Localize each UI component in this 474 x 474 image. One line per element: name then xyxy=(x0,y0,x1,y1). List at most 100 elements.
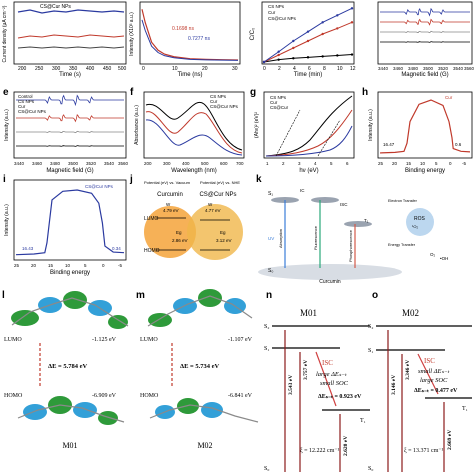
panel-i-annotation: 16.43 xyxy=(22,246,34,251)
panel-e-xtick: 3500 xyxy=(68,161,79,166)
panel-d-xtick: 3480 xyxy=(408,66,419,71)
panel-c-point xyxy=(321,21,324,24)
panel-h-xtick: -5 xyxy=(462,161,466,166)
panel-a-xlabel: Time (s) xyxy=(59,72,81,78)
panel-j-header-left: Potential (eV) vs. Vacuum xyxy=(144,180,191,185)
panel-n-xi: ξ = 12.222 cm⁻¹ xyxy=(300,448,340,454)
panel-c-point xyxy=(336,14,339,17)
panel-c-point xyxy=(262,60,266,64)
panel-o-title: M02 xyxy=(402,308,419,318)
panel-j-eg: Eg xyxy=(220,230,226,235)
panel-c-point xyxy=(277,53,280,57)
panel-j-w2: 4.77 eV xyxy=(205,208,221,213)
panel-e-xtick: 3460 xyxy=(32,161,43,166)
panel-j-header-right: Potential (eV) vs. NHE xyxy=(200,180,240,185)
panel-a-legend: CS@Cur NPs xyxy=(40,4,71,10)
panel-e-xtick: 3540 xyxy=(104,161,115,166)
panel-c-xlabel: Time (min) xyxy=(294,72,322,78)
panel-c-point xyxy=(292,46,295,50)
panel-m-lumo-label: LUMO xyxy=(140,337,158,343)
h-curve xyxy=(379,99,471,154)
panel-e-xtick: 3520 xyxy=(86,161,97,166)
panel-o-isc: ISC xyxy=(424,357,435,365)
panel-m-letter: m xyxy=(136,290,145,301)
panel-l-lumo-energy: -1.125 eV xyxy=(92,337,117,343)
panel-d-xtick: 3440 xyxy=(378,66,389,71)
panel-i-xtick: 5 xyxy=(84,263,87,268)
panel-g-xtick: 4 xyxy=(314,161,317,166)
panel-j-w1: 4.79 eV xyxy=(163,208,179,213)
panel-d-xtick: 3560 xyxy=(464,66,474,71)
i-curve xyxy=(15,189,125,256)
panel-i-xtick: 15 xyxy=(48,263,54,268)
panel-a-series-cs xyxy=(17,46,125,49)
panel-a-xtick: 250 xyxy=(35,66,44,72)
panel-n-letter: n xyxy=(266,290,272,301)
panel-b-annotation: 0.1698 ns xyxy=(172,26,194,32)
panel-e-xtick: 3440 xyxy=(14,161,25,166)
panel-k-uv: UV xyxy=(268,236,274,241)
panel-i-ylabel: Intensity (a.u.) xyxy=(4,204,10,236)
panel-k-absorption: Absorption xyxy=(278,229,283,248)
panel-k-hydroxyl: •OH xyxy=(440,256,448,261)
panel-c-xtick: 0 xyxy=(263,66,266,72)
panel-e-legend: CS@Cur NPs xyxy=(18,109,47,114)
panel-l-lumo-orbital xyxy=(11,291,129,329)
panel-m-molecule: M02 xyxy=(197,441,212,450)
panel-c-point xyxy=(277,50,280,53)
panel-n-title: M01 xyxy=(300,308,317,318)
panel-o-letter: o xyxy=(372,290,378,301)
panel-n-e1: 3.543 eV xyxy=(288,375,294,395)
panel-e-frame xyxy=(13,91,127,159)
panel-c-xtick: 12 xyxy=(350,66,356,72)
panel-c-xtick: 2 xyxy=(278,66,281,72)
panel-f-xtick: 600 xyxy=(220,161,228,166)
panel-j-label-curcumin: Curcumin xyxy=(157,192,183,198)
panel-f-xtick: 200 xyxy=(144,161,152,166)
panel-h-ylabel: Intensity (a.u.) xyxy=(368,109,374,141)
panel-c-point xyxy=(350,21,354,24)
panel-j-cscur-sphere xyxy=(187,204,243,260)
panel-k-oxygen: O₂ xyxy=(430,252,436,257)
panel-e-legend: CS NPs xyxy=(18,99,35,104)
panel-l-letter: l xyxy=(2,290,5,301)
panel-h-letter: h xyxy=(362,87,368,98)
panel-d-xlabel: Magnetic field (G) xyxy=(401,72,448,78)
panel-o-xi: ξ = 13.371 cm⁻¹ xyxy=(404,448,444,454)
panel-f-series-cur xyxy=(145,111,243,154)
panel-n-isc: ISC xyxy=(322,359,333,367)
panel-b-plot xyxy=(141,9,239,61)
panel-l: l LUMO -1.125 eV ΔE = 5.784 eV HOMO -6.9… xyxy=(2,290,129,450)
panel-j-w-label: W xyxy=(208,202,213,207)
panel-e-legend: Cur xyxy=(18,104,26,109)
panel-c-point xyxy=(336,54,339,57)
panel-d-frame xyxy=(377,1,473,65)
panel-a-xtick: 350 xyxy=(69,66,78,72)
panel-b-xtick: 20 xyxy=(202,66,208,72)
panel-m: m LUMO -1.107 eV ΔE = 5.734 eV HOMO -6.8… xyxy=(136,289,259,450)
panel-b-xtick: 0 xyxy=(142,66,145,72)
panel-e-xtick: 3560 xyxy=(118,161,129,166)
panel-a-series-cscur xyxy=(17,9,125,14)
panel-k-ic: IC xyxy=(300,188,305,193)
panel-g: g CS NPs Cur CS@Cur hν (eV) (Ahν)² (eV)²… xyxy=(250,87,355,174)
panel-g-xtick: 5 xyxy=(330,161,333,166)
panel-c-xtick: 6 xyxy=(308,66,311,72)
panel-k: k S₁ S₀ IC ISC T₁ Absorption Fluorescenc… xyxy=(256,174,448,285)
panel-d: Magnetic field (G) 3440 3460 3480 3500 3… xyxy=(377,1,474,78)
panel-l-molecule: M01 xyxy=(62,441,77,450)
panel-h-xtick: 15 xyxy=(406,161,412,166)
panel-k-phosphorescence: Phosphorescence xyxy=(348,229,353,262)
panel-c-point xyxy=(336,27,339,30)
panel-g-legend: CS NPs xyxy=(270,95,287,100)
panel-c-point xyxy=(321,55,324,58)
panel-o-isc-arrow xyxy=(417,353,439,395)
panel-c-xtick: 10 xyxy=(337,66,343,72)
panel-n-e3: 2.620 eV xyxy=(343,436,349,456)
panel-n-dest: ΔEₛ₋ₜ = 0.923 eV xyxy=(318,394,362,400)
panel-n-note1: large ΔEₛ₋ₜ xyxy=(316,371,347,378)
panel-k-letter: k xyxy=(256,174,262,185)
panel-i-xtick: 20 xyxy=(31,263,37,268)
panel-k-electron-transfer: Electron Transfer xyxy=(388,199,418,203)
panel-k-s1: S₁ xyxy=(268,191,273,197)
